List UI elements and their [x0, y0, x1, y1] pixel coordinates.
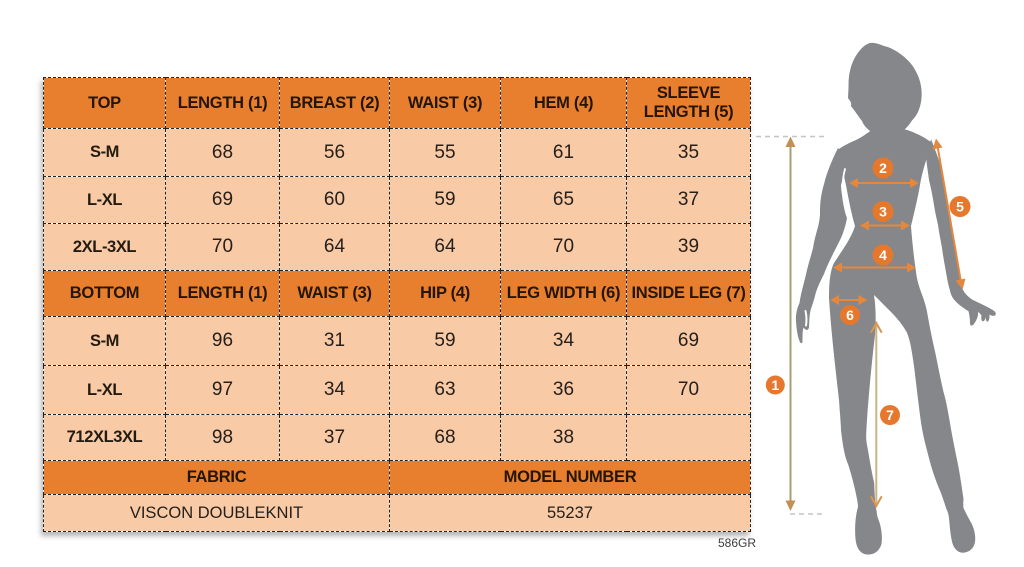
svg-text:3: 3: [879, 204, 887, 220]
svg-text:7: 7: [886, 407, 894, 423]
svg-text:6: 6: [846, 307, 854, 323]
svg-text:5: 5: [956, 199, 964, 215]
svg-text:1: 1: [771, 377, 779, 393]
svg-text:2: 2: [879, 160, 887, 176]
svg-text:4: 4: [879, 247, 887, 263]
